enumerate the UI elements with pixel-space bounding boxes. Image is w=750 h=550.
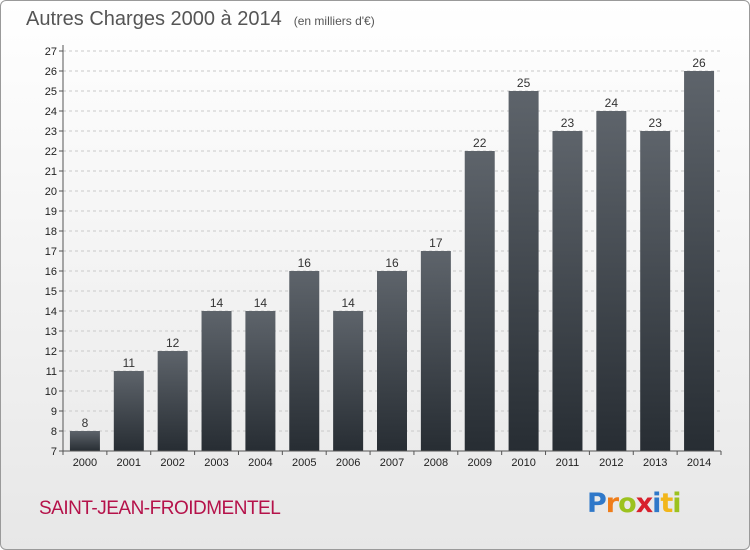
bar	[464, 151, 495, 451]
logo-letter: x	[635, 488, 653, 519]
bar-value-label: 23	[561, 116, 575, 130]
bar-value-label: 25	[517, 76, 531, 90]
bar-value-label: 26	[692, 56, 706, 70]
chart-title: Autres Charges 2000 à 2014	[26, 8, 282, 30]
title-row: Autres Charges 2000 à 2014 (en milliers d…	[26, 8, 375, 31]
x-tick-label: 2007	[380, 457, 404, 469]
bar	[201, 311, 232, 451]
bar-value-label: 23	[649, 116, 663, 130]
bar-value-label: 11	[123, 356, 136, 370]
bar	[333, 311, 364, 451]
x-tick-label: 2014	[687, 457, 711, 469]
logo-letter: i	[672, 488, 681, 519]
y-tick-label: 12	[45, 346, 57, 358]
y-tick-label: 7	[51, 446, 57, 458]
y-tick-label: 21	[45, 166, 57, 178]
y-tick-label: 26	[45, 66, 57, 78]
x-tick-label: 2012	[599, 457, 623, 469]
proxiti-logo: Proxiti	[587, 488, 682, 519]
x-tick-label: 2013	[643, 457, 667, 469]
bar-value-label: 12	[166, 336, 180, 350]
city-name: SAINT-JEAN-FROIDMENTEL	[39, 498, 281, 519]
x-tick-label: 2001	[117, 457, 141, 469]
labels: 7 8 9 10 11 12 13 14 15 16 17 18 19 20 21 22 23 24 25 26 27 8…	[45, 46, 712, 469]
bar	[69, 431, 100, 451]
bar	[157, 351, 188, 451]
y-tick-label: 8	[51, 426, 57, 438]
bars	[69, 71, 715, 451]
bar-value-label: 16	[298, 256, 312, 270]
logo-letter: t	[660, 488, 673, 519]
y-tick-label: 25	[45, 86, 57, 98]
bar-value-label: 22	[473, 136, 487, 150]
y-tick-label: 16	[45, 266, 57, 278]
bar-value-label: 17	[429, 236, 443, 250]
logo-letter: i	[652, 488, 661, 519]
bar	[684, 71, 715, 451]
bar-value-label: 16	[385, 256, 399, 270]
y-tick-label: 22	[45, 146, 57, 158]
x-tick-label: 2002	[160, 457, 184, 469]
bar	[289, 271, 320, 451]
logo-letter: o	[618, 488, 637, 519]
y-tick-label: 9	[51, 406, 57, 418]
bar	[377, 271, 407, 451]
y-tick-label: 27	[45, 46, 57, 58]
bar	[113, 371, 144, 451]
y-tick-label: 10	[45, 386, 57, 398]
bar-value-label: 24	[605, 96, 619, 110]
bar	[596, 111, 627, 451]
y-tick-label: 14	[45, 306, 57, 318]
logo-letter: r	[605, 488, 619, 519]
logo-letter: P	[587, 488, 607, 519]
bar-value-label: 8	[82, 416, 89, 430]
y-tick-label: 17	[45, 246, 57, 258]
y-tick-label: 23	[45, 126, 57, 138]
x-tick-label: 2000	[73, 457, 97, 469]
x-tick-label: 2004	[248, 457, 272, 469]
y-tick-label: 13	[45, 326, 57, 338]
x-tick-label: 2008	[424, 457, 448, 469]
y-tick-label: 19	[45, 206, 57, 218]
y-tick-label: 15	[45, 286, 57, 298]
x-tick-label: 2005	[292, 457, 316, 469]
y-tick-label: 24	[45, 106, 57, 118]
bar-value-label: 14	[254, 296, 268, 310]
bar-value-label: 14	[341, 296, 355, 310]
axes	[59, 45, 722, 455]
x-tick-label: 2010	[511, 457, 535, 469]
bar	[508, 91, 539, 451]
bar	[420, 251, 451, 451]
x-tick-label: 2003	[204, 457, 228, 469]
x-tick-label: 2009	[467, 457, 491, 469]
x-tick-label: 2006	[336, 457, 360, 469]
bar	[245, 311, 276, 451]
y-tick-label: 20	[45, 186, 57, 198]
x-tick-label: 2011	[556, 457, 580, 469]
bar	[552, 131, 583, 451]
chart-subtitle: (en milliers d'€)	[293, 14, 375, 28]
bar	[640, 131, 671, 451]
bar-value-label: 14	[210, 296, 224, 310]
y-tick-label: 11	[46, 366, 57, 378]
y-tick-label: 18	[45, 226, 57, 238]
